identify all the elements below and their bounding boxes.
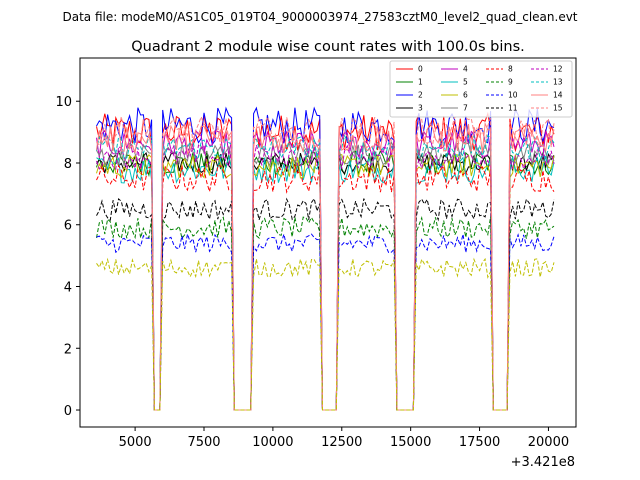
series-line-6	[96, 152, 555, 411]
series-line-6d	[96, 257, 555, 411]
x-tick-label: 7500	[187, 435, 220, 450]
chart-suptitle: Data file: modeM0/AS1C05_019T04_90000039…	[62, 10, 577, 24]
chart-title: Quadrant 2 module wise count rates with …	[131, 39, 525, 55]
y-axis: 0 2 4 6 8 10	[55, 95, 80, 419]
y-tick-label: 6	[64, 219, 72, 234]
y-tick-label: 0	[64, 404, 72, 419]
legend-label-15: 15	[553, 104, 563, 113]
legend-label-5: 5	[463, 78, 468, 87]
series-line-3	[96, 151, 555, 411]
x-tick-label: 17500	[459, 435, 500, 450]
series-line-9	[96, 216, 555, 411]
axes-frame	[79, 57, 577, 428]
legend-label-6: 6	[463, 91, 468, 100]
series-line-12	[96, 142, 555, 411]
series-line-7	[96, 140, 555, 411]
series-line-1	[96, 149, 555, 411]
x-tick-label: 15000	[390, 435, 431, 450]
legend-label-12: 12	[553, 65, 563, 74]
legend-box	[389, 60, 573, 118]
legend-label-0: 0	[418, 65, 423, 74]
legend-label-8: 8	[508, 65, 513, 74]
x-tick-label: 10000	[252, 435, 293, 450]
series-line-13	[96, 134, 555, 411]
plot-area	[96, 106, 555, 411]
legend-label-9: 9	[508, 78, 513, 87]
x-offset-label: +3.421e8	[511, 455, 575, 470]
y-tick-label: 4	[64, 281, 72, 296]
legend-label-13: 13	[553, 78, 563, 87]
legend-label-1: 1	[418, 78, 423, 87]
legend-label-10: 10	[508, 91, 518, 100]
legend-label-4: 4	[463, 65, 468, 74]
series-line-10	[96, 232, 555, 411]
y-tick-label: 2	[64, 342, 72, 357]
legend-label-3: 3	[418, 104, 423, 113]
series-line-5	[96, 155, 555, 411]
legend-label-2: 2	[418, 91, 423, 100]
x-axis: 5000 7500 10000 12500 15000 17500 20000	[119, 427, 569, 450]
x-tick-label: 5000	[119, 435, 152, 450]
y-tick-label: 8	[64, 157, 72, 172]
x-tick-label: 20000	[528, 435, 569, 450]
legend-label-14: 14	[553, 91, 563, 100]
series-line-8	[96, 163, 555, 411]
legend-label-11: 11	[508, 104, 518, 113]
x-tick-label: 12500	[321, 435, 362, 450]
legend-label-7: 7	[463, 104, 468, 113]
y-tick-label: 10	[55, 95, 72, 110]
